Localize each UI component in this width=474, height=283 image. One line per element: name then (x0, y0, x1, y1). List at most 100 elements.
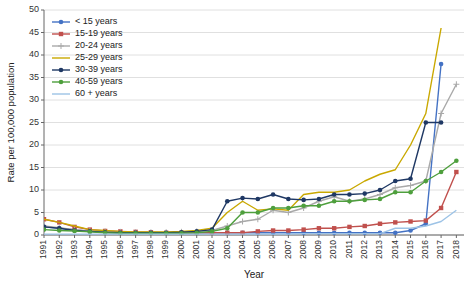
y-axis-line (44, 10, 45, 235)
x-tick-label: 2005 (252, 240, 262, 259)
point-marker (286, 197, 291, 202)
point-marker (271, 206, 276, 211)
y-tick-label: 50 (29, 4, 39, 14)
series-line (44, 64, 441, 233)
series-line (44, 123, 441, 233)
point-marker (240, 210, 245, 215)
legend-swatch (52, 93, 70, 94)
point-marker (378, 188, 383, 193)
point-marker (301, 227, 305, 231)
legend-label: 40-59 years (75, 76, 123, 86)
x-axis-label: Year (244, 269, 265, 280)
grid-line (44, 145, 464, 146)
y-tick-label: 10 (29, 184, 39, 194)
point-marker (240, 219, 246, 225)
point-marker (453, 81, 459, 87)
point-marker (271, 192, 276, 197)
series-line (44, 161, 456, 233)
point-marker (317, 226, 321, 230)
point-marker (286, 228, 290, 232)
x-tick-label: 2017 (435, 240, 445, 259)
x-tick-label: 1996 (115, 240, 125, 259)
point-marker (225, 226, 230, 231)
point-marker (392, 185, 398, 191)
grid-line (44, 190, 464, 191)
legend-label: 25-29 years (75, 52, 123, 62)
legend-marker (59, 32, 63, 36)
point-marker (88, 229, 93, 234)
point-marker (301, 203, 306, 208)
point-marker (347, 225, 351, 229)
y-tick-label: 0 (34, 229, 39, 239)
point-marker (317, 203, 322, 208)
point-marker (301, 198, 306, 203)
point-marker (332, 226, 336, 230)
point-marker (363, 224, 367, 228)
legend-swatch (52, 57, 70, 58)
legend-label: 15-19 years (75, 28, 123, 38)
point-marker (346, 198, 352, 204)
point-marker (286, 206, 291, 211)
point-marker (57, 228, 62, 233)
series-line (44, 172, 456, 233)
x-tick-label: 1995 (99, 240, 109, 259)
x-tick-label: 1993 (69, 240, 79, 259)
point-marker (424, 218, 428, 222)
point-marker (225, 199, 230, 204)
legend-marker (59, 20, 64, 25)
legend-marker (58, 43, 64, 49)
legend-marker (59, 68, 64, 73)
series-line (44, 28, 441, 232)
x-tick-label: 2011 (344, 240, 354, 259)
x-tick-label: 1991 (38, 240, 48, 259)
point-marker (408, 190, 413, 195)
point-marker (362, 191, 367, 196)
point-marker (454, 158, 459, 163)
point-marker (439, 170, 444, 175)
legend-label: < 15 years (75, 16, 118, 26)
x-tick-label: 2014 (390, 240, 400, 259)
x-tick-label: 2000 (176, 240, 186, 259)
point-marker (44, 227, 46, 232)
series-line (44, 210, 456, 234)
x-tick-label: 2001 (191, 240, 201, 259)
grid-line (44, 167, 464, 168)
point-marker (347, 199, 352, 204)
x-tick-label: 2015 (405, 240, 415, 259)
legend-label: 60 + years (75, 88, 118, 98)
x-tick-label: 1992 (54, 240, 64, 259)
point-marker (393, 220, 397, 224)
plot-data (44, 28, 459, 235)
y-tick-label: 5 (34, 207, 39, 217)
x-tick-label: 2007 (283, 240, 293, 259)
y-tick-label: 45 (29, 27, 39, 37)
y-tick-label: 20 (29, 139, 39, 149)
x-tick-label: 1998 (145, 240, 155, 259)
point-marker (393, 179, 398, 184)
legend-label: 30-39 years (75, 64, 123, 74)
point-marker (408, 183, 414, 189)
series-line (44, 84, 456, 232)
point-marker (88, 229, 93, 234)
x-tick-label: 2002 (206, 240, 216, 259)
y-tick-label: 30 (29, 94, 39, 104)
point-marker (438, 111, 444, 117)
point-marker (408, 219, 412, 223)
point-marker (72, 229, 77, 234)
point-marker (362, 196, 368, 202)
point-marker (256, 229, 260, 233)
point-marker (408, 176, 413, 181)
point-marker (393, 230, 398, 235)
grid-line (44, 122, 464, 123)
point-marker (240, 196, 245, 201)
point-marker (424, 120, 429, 125)
x-tick-label: 2009 (313, 240, 323, 259)
point-marker (255, 216, 261, 222)
x-tick-label: 2018 (451, 240, 461, 259)
x-tick-label: 1999 (160, 240, 170, 259)
x-tick-label: 2004 (237, 240, 247, 259)
point-marker (271, 228, 275, 232)
y-axis-label: Rate per 100,000 population (5, 63, 16, 183)
axes: 0510152025303540455019911992199319941995… (29, 4, 464, 259)
point-marker (439, 120, 444, 125)
